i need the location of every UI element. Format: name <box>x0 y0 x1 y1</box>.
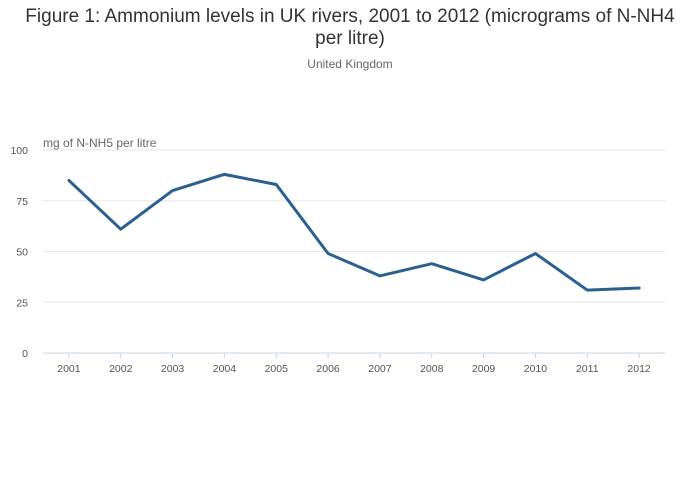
series-layer <box>63 168 645 296</box>
data-point[interactable] <box>633 282 645 294</box>
x-tick-label: 2007 <box>368 363 392 375</box>
y-tick-label: 0 <box>22 348 28 360</box>
x-tick-label: 2012 <box>627 363 651 375</box>
data-point[interactable] <box>581 284 593 296</box>
x-tick-label: 2003 <box>161 363 185 375</box>
data-point[interactable] <box>478 274 490 286</box>
x-tick-label: 2002 <box>109 363 133 375</box>
data-point[interactable] <box>374 270 386 282</box>
x-axis: 2001 2002 2003 2004 2005 2006 2007 2008 2009 2010… <box>43 352 665 375</box>
y-tick-label: 75 <box>16 196 28 208</box>
data-point[interactable] <box>63 174 75 186</box>
data-point[interactable] <box>529 248 541 260</box>
y-tick-label: 100 <box>10 145 28 157</box>
y-tick-label: 25 <box>16 297 28 309</box>
data-point[interactable] <box>426 258 438 270</box>
x-tick-label: 2005 <box>265 363 289 375</box>
x-tick-label: 2001 <box>57 363 81 375</box>
x-tick-label: 2004 <box>213 363 237 375</box>
x-tick-label: 2010 <box>524 363 548 375</box>
x-tick-label: 2011 <box>576 363 599 375</box>
x-tick-label: 2006 <box>316 363 340 375</box>
series-line <box>67 172 641 292</box>
y-axis-label: mg of N-NH5 per litre <box>43 136 157 150</box>
x-tick-label: 2009 <box>472 363 496 375</box>
data-point[interactable] <box>322 248 334 260</box>
data-point[interactable] <box>167 185 179 197</box>
data-point[interactable] <box>218 168 230 180</box>
gridlines <box>43 149 665 303</box>
y-tick-label: 50 <box>16 247 28 259</box>
chart-title: Figure 1: Ammonium levels in UK rivers, … <box>25 6 675 49</box>
x-tick-label: 2008 <box>420 363 444 375</box>
data-point[interactable] <box>115 223 127 235</box>
chart-subtitle: United Kingdom <box>307 57 393 71</box>
data-point[interactable] <box>270 179 282 191</box>
y-axis-ticks: 0 25 50 75 100 <box>10 145 28 360</box>
